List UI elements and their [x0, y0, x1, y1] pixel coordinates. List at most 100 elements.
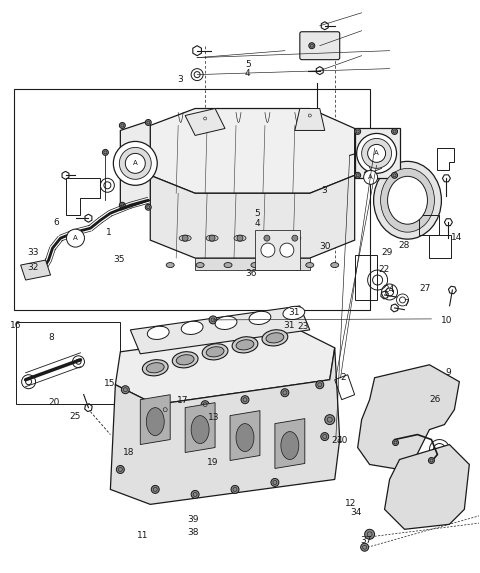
Circle shape	[361, 139, 392, 168]
Ellipse shape	[261, 235, 273, 241]
Bar	[355, 255, 377, 300]
Ellipse shape	[387, 176, 428, 224]
Ellipse shape	[191, 415, 209, 444]
Text: 10: 10	[441, 316, 453, 325]
Polygon shape	[358, 365, 459, 469]
Circle shape	[120, 123, 125, 128]
Text: 18: 18	[123, 448, 134, 457]
Text: 27: 27	[420, 284, 431, 293]
Text: 17: 17	[177, 397, 188, 405]
Ellipse shape	[251, 262, 259, 268]
Circle shape	[182, 235, 188, 241]
Ellipse shape	[146, 363, 164, 373]
Circle shape	[151, 485, 159, 493]
Text: 15: 15	[104, 379, 115, 388]
Text: 32: 32	[27, 263, 38, 272]
Circle shape	[145, 204, 151, 210]
Circle shape	[241, 396, 249, 403]
Text: 28: 28	[398, 241, 409, 250]
Text: 30: 30	[319, 242, 330, 251]
Text: A: A	[133, 160, 138, 166]
Circle shape	[191, 490, 199, 499]
Text: 38: 38	[187, 528, 199, 537]
Circle shape	[392, 172, 397, 178]
Polygon shape	[150, 108, 355, 193]
Text: 26: 26	[429, 395, 441, 404]
Polygon shape	[115, 328, 335, 405]
Circle shape	[125, 154, 145, 173]
Text: 35: 35	[113, 255, 125, 264]
Circle shape	[307, 112, 313, 119]
Text: 4: 4	[245, 69, 251, 78]
Polygon shape	[150, 175, 355, 258]
Circle shape	[237, 235, 243, 241]
Circle shape	[231, 485, 239, 493]
Circle shape	[393, 439, 398, 446]
Ellipse shape	[266, 333, 284, 343]
Circle shape	[67, 229, 84, 247]
Circle shape	[316, 380, 324, 388]
Text: 34: 34	[350, 508, 361, 517]
Text: A: A	[73, 235, 78, 241]
Polygon shape	[21, 260, 50, 280]
Circle shape	[355, 172, 360, 178]
Text: A: A	[368, 174, 373, 180]
Text: 39: 39	[187, 515, 199, 524]
Text: 3: 3	[322, 186, 327, 195]
Circle shape	[429, 457, 434, 464]
Ellipse shape	[281, 431, 299, 460]
Circle shape	[120, 147, 151, 179]
Circle shape	[365, 529, 374, 539]
Circle shape	[202, 116, 208, 121]
Text: 20: 20	[48, 398, 60, 407]
Ellipse shape	[166, 262, 174, 268]
Ellipse shape	[249, 311, 271, 324]
Ellipse shape	[373, 162, 442, 239]
Circle shape	[120, 202, 125, 208]
Ellipse shape	[202, 344, 228, 360]
Polygon shape	[275, 419, 305, 469]
Bar	[16, 322, 120, 403]
Circle shape	[357, 134, 396, 173]
Polygon shape	[185, 403, 215, 453]
Circle shape	[360, 543, 369, 551]
Circle shape	[121, 386, 129, 394]
Circle shape	[102, 150, 108, 155]
Text: 29: 29	[381, 248, 393, 257]
Ellipse shape	[381, 168, 434, 232]
Text: 22: 22	[379, 265, 390, 274]
Text: 13: 13	[207, 413, 219, 422]
Circle shape	[145, 120, 151, 125]
Circle shape	[261, 243, 275, 257]
Text: 5: 5	[254, 210, 260, 218]
Text: 4: 4	[254, 219, 260, 228]
Ellipse shape	[215, 316, 237, 329]
Text: 23: 23	[298, 322, 309, 331]
Circle shape	[161, 406, 169, 414]
Ellipse shape	[172, 352, 198, 368]
Circle shape	[113, 142, 157, 185]
Polygon shape	[185, 108, 225, 135]
Circle shape	[281, 388, 289, 397]
Text: 36: 36	[246, 269, 257, 278]
Text: 5: 5	[245, 60, 251, 69]
Ellipse shape	[232, 337, 258, 353]
Text: 25: 25	[69, 412, 81, 421]
Text: 2: 2	[340, 374, 346, 382]
Ellipse shape	[206, 235, 218, 241]
Text: 6: 6	[53, 218, 59, 227]
Ellipse shape	[331, 262, 339, 268]
Polygon shape	[355, 128, 399, 178]
Circle shape	[264, 235, 270, 241]
Circle shape	[271, 478, 279, 486]
Circle shape	[392, 128, 397, 135]
Polygon shape	[255, 230, 300, 270]
Text: 9: 9	[446, 368, 452, 376]
Circle shape	[209, 235, 215, 241]
Text: 16: 16	[10, 321, 22, 330]
Polygon shape	[230, 411, 260, 461]
Text: 21: 21	[331, 436, 342, 445]
Text: 24: 24	[384, 285, 395, 294]
Text: 3: 3	[178, 75, 183, 84]
Text: 37: 37	[360, 536, 372, 545]
